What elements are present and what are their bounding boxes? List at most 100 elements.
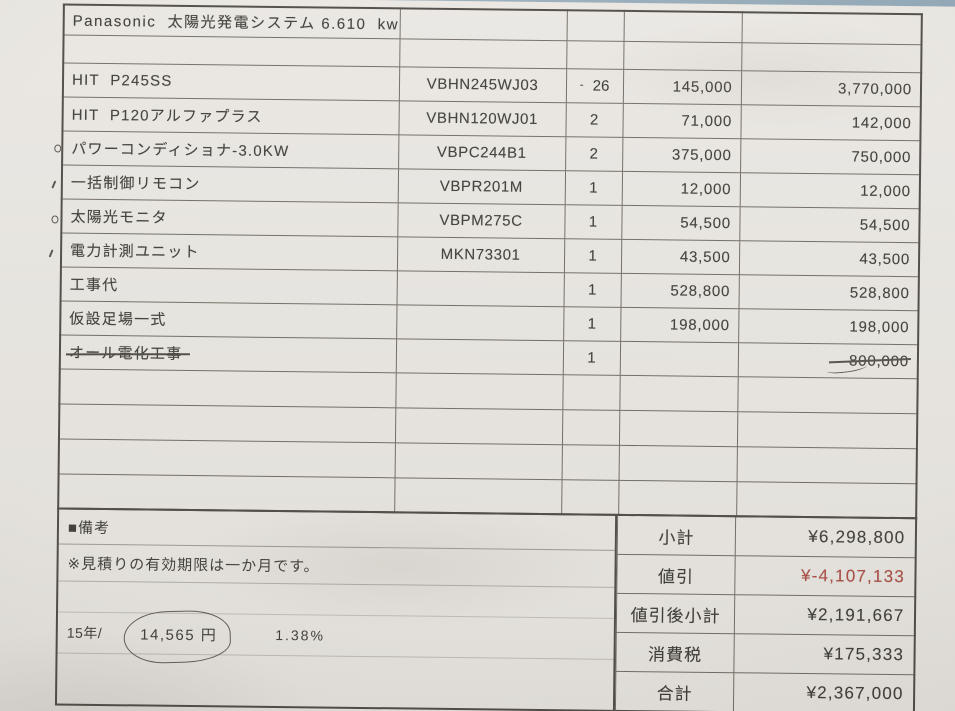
empty-cell xyxy=(399,38,567,69)
empty-cell xyxy=(619,374,738,412)
unit-price-cell xyxy=(619,340,739,377)
item-name-cell: 工事代 xyxy=(60,266,397,305)
empty-cell xyxy=(618,479,737,517)
amount-value: 800,000 xyxy=(848,351,910,370)
empty-cell xyxy=(736,446,917,484)
amount-value: 12,000 xyxy=(860,182,911,200)
handwritten-margin-mark xyxy=(51,215,59,224)
item-name: 工事代 xyxy=(69,276,119,294)
model-number-cell: VBHN245WJ03 xyxy=(398,66,567,103)
empty-cell xyxy=(58,403,396,443)
quantity-cell: 1 xyxy=(564,204,622,239)
amount-value: 198,000 xyxy=(849,317,910,336)
empty-cell xyxy=(561,409,620,445)
amount-cell: 54,500 xyxy=(739,206,920,243)
empty-cell xyxy=(623,10,742,43)
unit-price-cell: 71,000 xyxy=(622,102,741,139)
loan-interest-rate: 1.38% xyxy=(275,626,326,644)
summary-body: 小計 ¥6,298,800 値引 ¥-4,107,133 値引後小計 ¥2,19… xyxy=(615,514,916,711)
empty-cell xyxy=(618,409,738,447)
quantity-cell: 1 xyxy=(563,306,621,341)
amount-cell: 12,000 xyxy=(739,172,921,209)
empty-cell xyxy=(741,42,922,73)
quantity-cell: 2 xyxy=(565,102,623,137)
item-name-cell: 太陽光モニタ xyxy=(61,198,398,237)
model-number-cell: VBPC244B1 xyxy=(398,134,566,171)
item-name-cell: オール電化工事 xyxy=(59,334,397,373)
empty-cell xyxy=(741,12,922,45)
item-name: 仮設足場一式 xyxy=(69,310,167,329)
loan-line: 15年/ 14,565 円 1.38% xyxy=(57,612,614,660)
empty-cell xyxy=(395,372,563,410)
empty-cell xyxy=(58,473,395,513)
quantity-cell: 1 xyxy=(564,170,623,205)
item-name: HIT P245SS xyxy=(71,71,173,90)
empty-cell xyxy=(736,411,918,449)
item-name: パワーコンディショナ-3.0KW xyxy=(71,140,290,160)
item-name: オール電化工事 xyxy=(69,341,183,363)
empty-cell xyxy=(561,479,619,515)
summary-label: 消費税 xyxy=(615,632,735,673)
amount-cell: 198,000 xyxy=(738,308,919,345)
summary-label: 値引後小計 xyxy=(616,593,735,634)
model-number-cell xyxy=(395,338,564,375)
system-title: Panasonic 太陽光発電システム 6.610 kw xyxy=(63,4,400,39)
loan-term: 15年/ xyxy=(66,624,103,642)
unit-price-cell: 528,800 xyxy=(620,272,739,309)
item-name-cell: 一括制御リモコン xyxy=(61,164,399,203)
amount-cell: 3,770,000 xyxy=(740,70,922,107)
amount-cell: 43,500 xyxy=(738,240,920,277)
summary-value: ¥6,298,800 xyxy=(735,516,916,558)
unit-price-cell: 43,500 xyxy=(620,238,740,275)
empty-cell xyxy=(736,481,917,519)
summary-row: 値引 ¥-4,107,133 xyxy=(616,554,916,597)
empty-cell xyxy=(399,8,567,41)
model-number-cell: VBPR201M xyxy=(397,168,566,205)
summary-value: ¥2,191,667 xyxy=(734,594,915,636)
quantity-cell: 1 xyxy=(563,238,622,273)
summary-row: 消費税 ¥175,333 xyxy=(615,632,915,675)
amount-cell: 800,000 xyxy=(737,342,919,379)
quantity-cell: 1 xyxy=(562,340,621,375)
summary-label: 値引 xyxy=(616,554,736,595)
quantity-cell: -26 xyxy=(565,68,624,103)
handwritten-check-mark: - xyxy=(579,76,584,91)
summary-value: ¥-4,107,133 xyxy=(734,555,916,597)
amount-value: 3,770,000 xyxy=(837,79,913,98)
item-name-cell: HIT P120アルファプラス xyxy=(62,96,399,135)
remarks-box: ■備考 ※見積りの有効期限は一か月です。 15年/ 14,565 円 1.38% xyxy=(54,507,618,711)
empty-cell xyxy=(562,374,620,410)
unit-price-cell: 145,000 xyxy=(622,68,742,105)
empty-cell xyxy=(394,407,563,445)
amount-value: 54,500 xyxy=(859,216,911,234)
model-number-cell xyxy=(396,270,564,307)
empty-cell xyxy=(59,368,396,408)
validity-note: ※見積りの有効期限は一か月です。 xyxy=(58,544,615,588)
unit-price-cell: 375,000 xyxy=(622,136,741,173)
empty-cell xyxy=(566,40,624,69)
item-name-cell: HIT P245SS xyxy=(62,62,400,101)
empty-cell xyxy=(394,442,562,480)
unit-price-cell: 12,000 xyxy=(621,170,741,207)
amount-value: 750,000 xyxy=(851,147,912,166)
quotation-sheet: Panasonic 太陽光発電システム 6.610 kw HIT P xyxy=(54,3,923,711)
summary-label: 小計 xyxy=(617,514,736,556)
quotation-items-table: Panasonic 太陽光発電システム 6.610 kw HIT P xyxy=(57,3,923,520)
model-number-cell xyxy=(396,304,564,341)
amount-cell: 528,800 xyxy=(738,274,919,311)
summary-box: 小計 ¥6,298,800 値引 ¥-4,107,133 値引後小計 ¥2,19… xyxy=(614,513,917,711)
handwritten-margin-mark xyxy=(51,180,56,189)
handwritten-margin-mark xyxy=(48,249,54,258)
items-body: Panasonic 太陽光発電システム 6.610 kw HIT P xyxy=(58,4,922,519)
empty-cell xyxy=(394,477,562,515)
amount-value: 528,800 xyxy=(849,283,910,302)
handwritten-margin-mark xyxy=(54,144,62,153)
item-name: 太陽光モニタ xyxy=(70,208,168,227)
empty-cell xyxy=(63,34,400,67)
summary-label: 合計 xyxy=(615,671,734,711)
item-name: 電力計測ユニット xyxy=(70,242,200,261)
summary-row: 小計 ¥6,298,800 xyxy=(617,514,916,558)
model-number-cell: VBHN120WJ01 xyxy=(398,100,566,137)
